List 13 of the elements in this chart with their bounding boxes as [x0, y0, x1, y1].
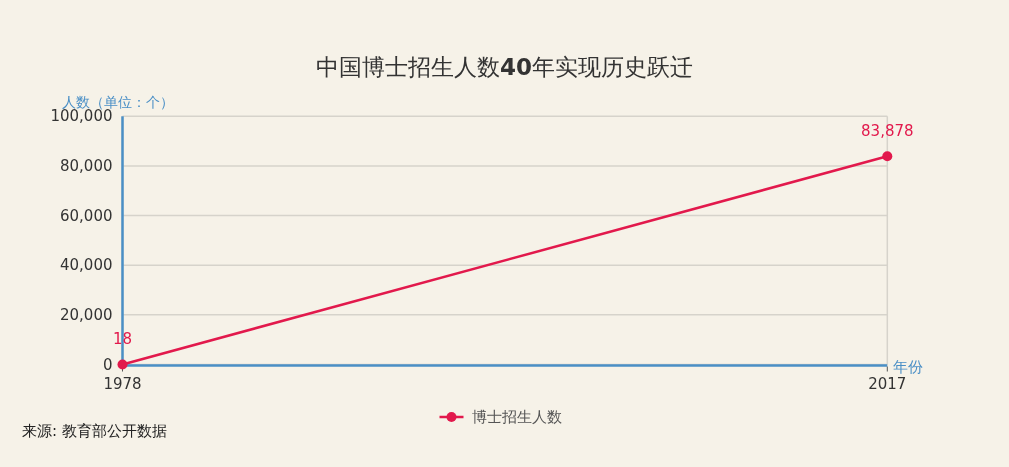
y-tick-label: 80,000: [60, 156, 113, 175]
y-tick-label: 40,000: [60, 256, 113, 275]
x-tick-label: 1978: [103, 374, 142, 393]
y-tick-label: 20,000: [60, 305, 113, 324]
x-axis-title: 年份: [893, 357, 924, 376]
chart-title: 中国博士招生人数40年实现历史跃迁: [315, 54, 694, 80]
y-axis-title: 人数（单位：个）: [62, 94, 174, 110]
x-tick-label: 2017: [868, 374, 907, 393]
y-tick-label: 60,000: [60, 206, 113, 225]
source-note: 来源: 教育部公开数据: [22, 422, 167, 440]
data-label: 83,878: [861, 122, 914, 141]
y-tick-label: 0: [102, 355, 113, 374]
legend-label: 博士招生人数: [471, 408, 562, 426]
